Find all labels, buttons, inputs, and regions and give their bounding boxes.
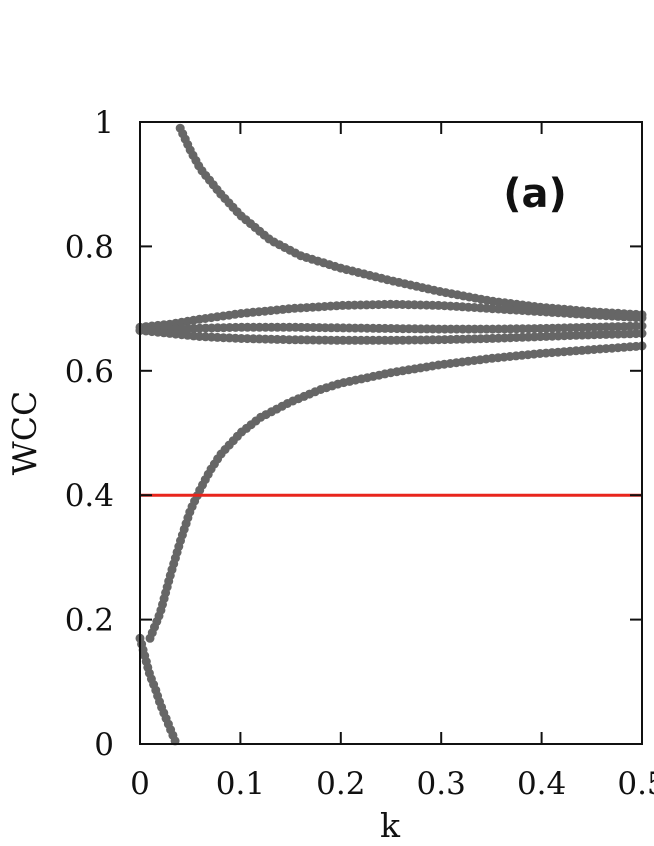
x-axis-ticks: 0 0.1 0.2 0.3 0.4 0.5 xyxy=(130,122,654,802)
x-tick-label: 0.3 xyxy=(417,766,466,802)
y-tick-label: 0.4 xyxy=(65,478,114,514)
panel-label: (a) xyxy=(503,171,567,217)
x-tick-label: 0.1 xyxy=(216,766,265,802)
x-tick-label: 0.4 xyxy=(517,766,566,802)
y-tick-label: 0.8 xyxy=(65,229,114,265)
x-tick-label: 0.5 xyxy=(617,766,654,802)
y-axis-title: WCC xyxy=(5,391,44,475)
x-tick-label: 0 xyxy=(130,766,150,802)
y-tick-label: 0.2 xyxy=(65,603,114,639)
y-tick-label: 1 xyxy=(94,105,114,141)
y-tick-label: 0 xyxy=(94,727,114,763)
scatter-points xyxy=(135,123,647,746)
x-axis-title: k xyxy=(380,806,401,845)
plot-frame xyxy=(139,121,643,745)
y-tick-label: 0.6 xyxy=(65,354,114,390)
x-tick-label: 0.2 xyxy=(316,766,365,802)
y-axis-ticks: 0 0.2 0.4 0.6 0.8 1 xyxy=(65,105,642,763)
